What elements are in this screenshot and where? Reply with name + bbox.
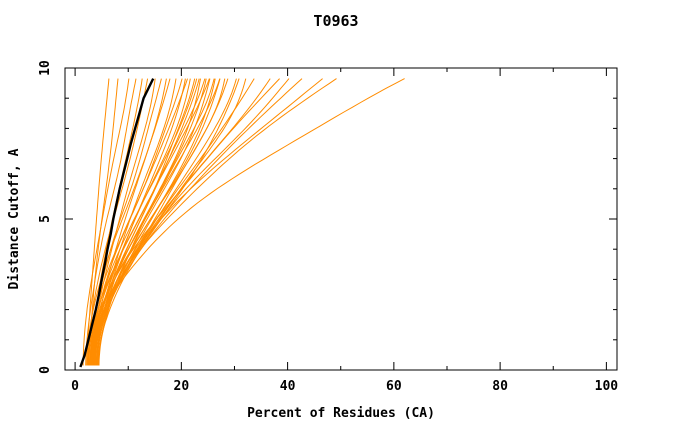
model-curve [88, 78, 210, 366]
model-curve [90, 78, 280, 366]
model-curve [91, 78, 405, 366]
chart-title: T0963 [313, 12, 358, 30]
model-curve [85, 78, 137, 366]
x-tick-label: 20 [174, 379, 190, 394]
model-curve [94, 78, 237, 366]
x-tick-label: 0 [71, 379, 79, 394]
model-curve [96, 78, 303, 366]
best-model-curve [79, 78, 155, 368]
y-tick-label: 5 [38, 215, 53, 223]
y-tick-label: 10 [38, 60, 53, 76]
model-curve [82, 78, 130, 366]
model-curve [94, 78, 337, 366]
model-curve [98, 78, 216, 366]
model-curve [86, 78, 171, 366]
y-axis-label: Distance Cutoff, A [7, 148, 22, 289]
model-curve [89, 78, 198, 366]
x-tick-label: 40 [280, 379, 296, 394]
y-tick-label: 0 [38, 366, 53, 374]
x-tick-label: 60 [386, 379, 402, 394]
x-tick-label: 100 [595, 379, 619, 394]
model-curve [90, 78, 221, 366]
x-axis-label: Percent of Residues (CA) [247, 406, 435, 421]
x-tick-label: 80 [492, 379, 508, 394]
